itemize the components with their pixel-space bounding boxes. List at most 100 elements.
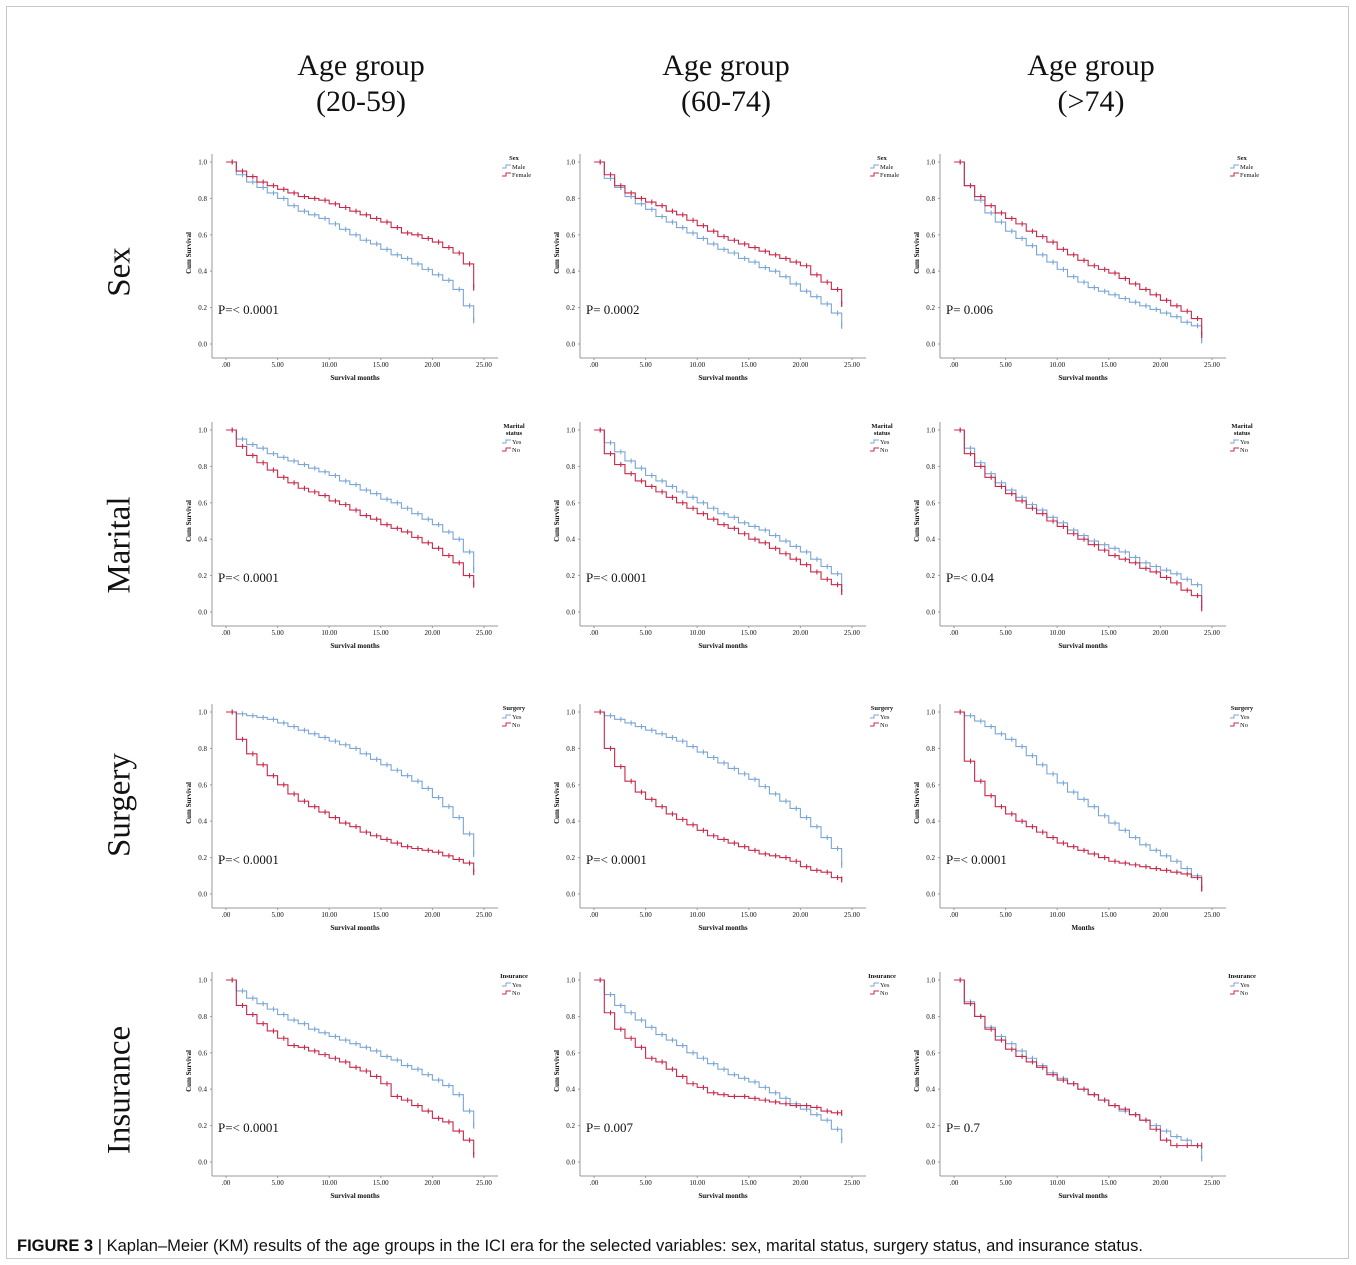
x-tick-label: 20.00 — [793, 1179, 809, 1187]
km-panel: 0.0 0.2 0.4 0.6 0.8 1.0 .00 5.00 10.00 15.00 20.00… — [185, 704, 526, 932]
y-tick-label: 0.6 — [198, 231, 207, 239]
legend-label: Male — [1240, 164, 1253, 171]
y-axis-label: Cum Survival — [913, 500, 921, 542]
legend-swatch — [502, 722, 511, 727]
y-tick-label: 0.6 — [566, 499, 575, 507]
x-tick-label: 25.00 — [476, 629, 492, 637]
x-tick-label: 5.00 — [271, 911, 284, 919]
legend-label: No — [1240, 722, 1248, 729]
survival-curve-yes — [594, 979, 843, 1141]
y-tick-label: 0.0 — [198, 341, 207, 349]
legend-title: Sex — [509, 155, 520, 162]
x-tick-label: 20.00 — [425, 911, 441, 919]
y-tick-label: 1.0 — [926, 709, 935, 717]
y-tick-label: 0.8 — [566, 463, 575, 471]
y-tick-label: 0.0 — [566, 891, 575, 899]
y-tick-label: 0.4 — [926, 818, 935, 826]
x-tick-label: 25.00 — [1204, 911, 1220, 919]
survival-curve-yes — [954, 979, 1203, 1159]
legend-title: Marital — [503, 423, 524, 430]
legend-label: Yes — [512, 982, 522, 989]
legend-title: Sex — [1237, 155, 1248, 162]
x-tick-label: 10.00 — [1049, 629, 1065, 637]
legend-label: Yes — [880, 982, 890, 989]
legend-title: Insurance — [868, 973, 896, 980]
y-tick-label: 0.8 — [926, 463, 935, 471]
survival-curve-no — [594, 979, 842, 1114]
y-tick-label: 0.0 — [566, 341, 575, 349]
x-tick-label: 15.00 — [1101, 1179, 1117, 1187]
y-tick-label: 0.4 — [926, 1086, 935, 1094]
legend-swatch — [870, 722, 879, 727]
x-tick-label: 10.00 — [689, 1179, 705, 1187]
x-tick-label: 15.00 — [741, 361, 757, 369]
y-axis-label: Cum Survival — [553, 500, 561, 542]
y-tick-label: 0.0 — [926, 609, 935, 617]
y-tick-label: 0.0 — [926, 891, 935, 899]
legend-label: No — [1240, 447, 1248, 454]
x-tick-label: 25.00 — [476, 911, 492, 919]
x-axis-label: Survival months — [698, 924, 747, 932]
x-tick-label: 10.00 — [321, 361, 337, 369]
y-axis-label: Cum Survival — [185, 1050, 193, 1092]
x-tick-label: .00 — [590, 1179, 599, 1187]
y-axis-label: Cum Survival — [553, 232, 561, 274]
y-tick-label: 0.0 — [926, 341, 935, 349]
column-header-age-60-74: Age group (60-74) — [576, 48, 876, 120]
y-tick-label: 0.6 — [926, 499, 935, 507]
x-axis-label: Survival months — [330, 642, 379, 650]
survival-curve-yes — [594, 711, 843, 865]
survival-curve-no — [594, 711, 843, 880]
km-panel: 0.0 0.2 0.4 0.6 0.8 1.0 .00 5.00 10.00 15.00 20.00… — [913, 704, 1254, 932]
km-panel: 0.0 0.2 0.4 0.6 0.8 1.0 .00 5.00 10.00 15.00 20.00… — [185, 422, 525, 650]
y-tick-label: 0.2 — [566, 854, 575, 862]
legend-title: Marital — [1231, 423, 1252, 430]
y-tick-label: 0.4 — [926, 536, 935, 544]
y-tick-label: 0.6 — [566, 1049, 575, 1057]
legend-label: Yes — [1240, 714, 1250, 721]
y-tick-label: 0.8 — [198, 745, 207, 753]
legend-label: Male — [880, 164, 893, 171]
legend-title: Insurance — [1228, 973, 1256, 980]
y-tick-label: 1.0 — [198, 159, 207, 167]
km-panel: 0.0 0.2 0.4 0.6 0.8 1.0 .00 5.00 10.00 15.00 20.00… — [913, 154, 1259, 382]
legend-label: No — [512, 722, 520, 729]
y-tick-label: 0.0 — [926, 1159, 935, 1167]
y-tick-label: 0.6 — [926, 781, 935, 789]
y-tick-label: 0.0 — [198, 891, 207, 899]
legend-swatch — [502, 982, 511, 987]
y-tick-label: 0.2 — [198, 1122, 207, 1130]
x-axis-label: Survival months — [698, 1192, 747, 1200]
legend-swatch — [1230, 439, 1239, 444]
survival-curve-no — [954, 429, 1203, 609]
legend-swatch — [1230, 714, 1239, 719]
p-value: P= 0.007 — [586, 1120, 634, 1135]
y-tick-label: 0.6 — [926, 231, 935, 239]
legend-swatch — [870, 164, 879, 169]
y-tick-label: 0.4 — [198, 268, 207, 276]
x-tick-label: 15.00 — [1101, 361, 1117, 369]
x-tick-label: 25.00 — [1204, 1179, 1220, 1187]
x-tick-label: 5.00 — [639, 911, 652, 919]
legend-swatch — [1230, 164, 1239, 169]
legend-title: Surgery — [503, 705, 526, 712]
p-value: P= 0.0002 — [586, 302, 640, 317]
x-tick-label: 10.00 — [321, 1179, 337, 1187]
legend-swatch — [502, 990, 511, 995]
y-tick-label: 1.0 — [926, 427, 935, 435]
y-tick-label: 0.6 — [926, 1049, 935, 1057]
y-tick-label: 0.4 — [566, 1086, 575, 1094]
x-tick-label: .00 — [590, 629, 599, 637]
y-tick-label: 0.4 — [566, 268, 575, 276]
y-tick-label: 0.8 — [198, 1013, 207, 1021]
x-tick-label: 10.00 — [689, 361, 705, 369]
column-header-line2: (>74) — [1057, 85, 1125, 118]
y-tick-label: 0.4 — [198, 818, 207, 826]
x-tick-label: .00 — [222, 1179, 231, 1187]
survival-curve-male — [954, 161, 1203, 341]
y-tick-label: 1.0 — [926, 977, 935, 985]
x-tick-label: 10.00 — [321, 911, 337, 919]
p-value: P=< 0.0001 — [218, 570, 279, 585]
y-tick-label: 0.6 — [566, 781, 575, 789]
